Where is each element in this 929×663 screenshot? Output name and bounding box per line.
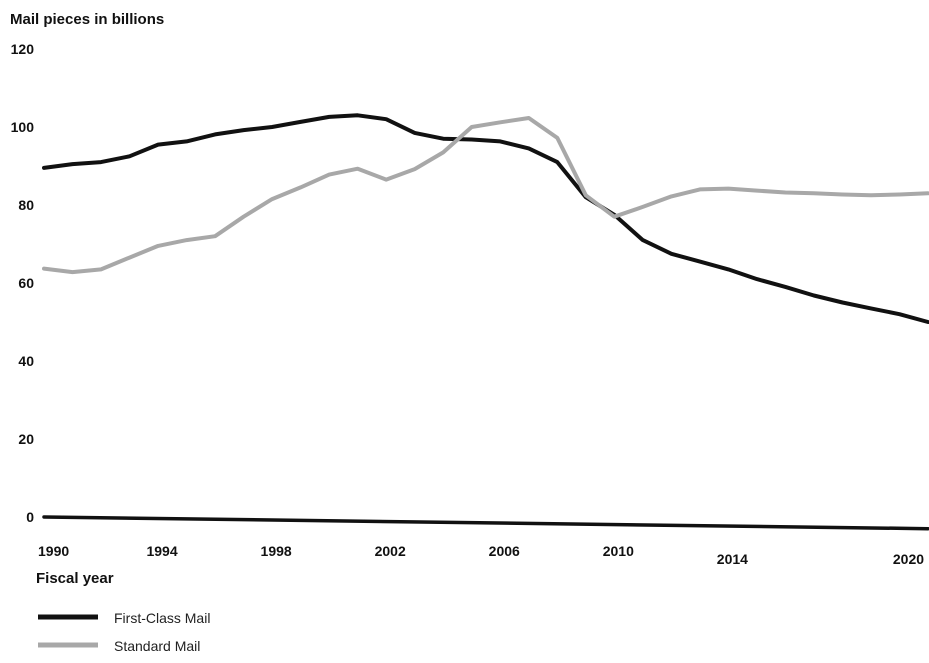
y-tick-label: 80 [18, 197, 34, 213]
x-tick-label: 1994 [146, 543, 177, 559]
y-axis-title: Mail pieces in billions [10, 11, 164, 28]
x-axis-title: Fiscal year [36, 570, 114, 587]
y-tick-label: 100 [11, 119, 35, 135]
series-line-first-class-mail [42, 113, 929, 324]
y-tick-label: 40 [18, 353, 34, 369]
y-tick-label: 120 [11, 41, 35, 57]
y-tick-label: 60 [18, 275, 34, 291]
x-tick-label: 2006 [489, 543, 520, 559]
x-tick-label: 2002 [375, 543, 406, 559]
y-tick-labels: 0 20 40 60 80 100 120 [11, 41, 35, 525]
legend-label: First-Class Mail [114, 610, 210, 626]
x-tick-label: 2020 [893, 551, 924, 567]
x-tick-label: 1998 [261, 543, 292, 559]
legend: First-Class Mail Standard Mail [38, 610, 210, 654]
y-tick-label: 0 [26, 509, 34, 525]
series-layer [42, 113, 929, 531]
legend-label: Standard Mail [114, 638, 200, 654]
x-tick-label: 2010 [603, 543, 634, 559]
x-tick-labels: 1990 1994 1998 2002 2006 2010 2014 2020 [38, 543, 924, 567]
y-tick-label: 20 [18, 431, 34, 447]
series-line-standard-mail [42, 116, 929, 275]
x-tick-label: 1990 [38, 543, 69, 559]
x-tick-label: 2014 [717, 551, 748, 567]
series-line-baseline [42, 515, 929, 531]
